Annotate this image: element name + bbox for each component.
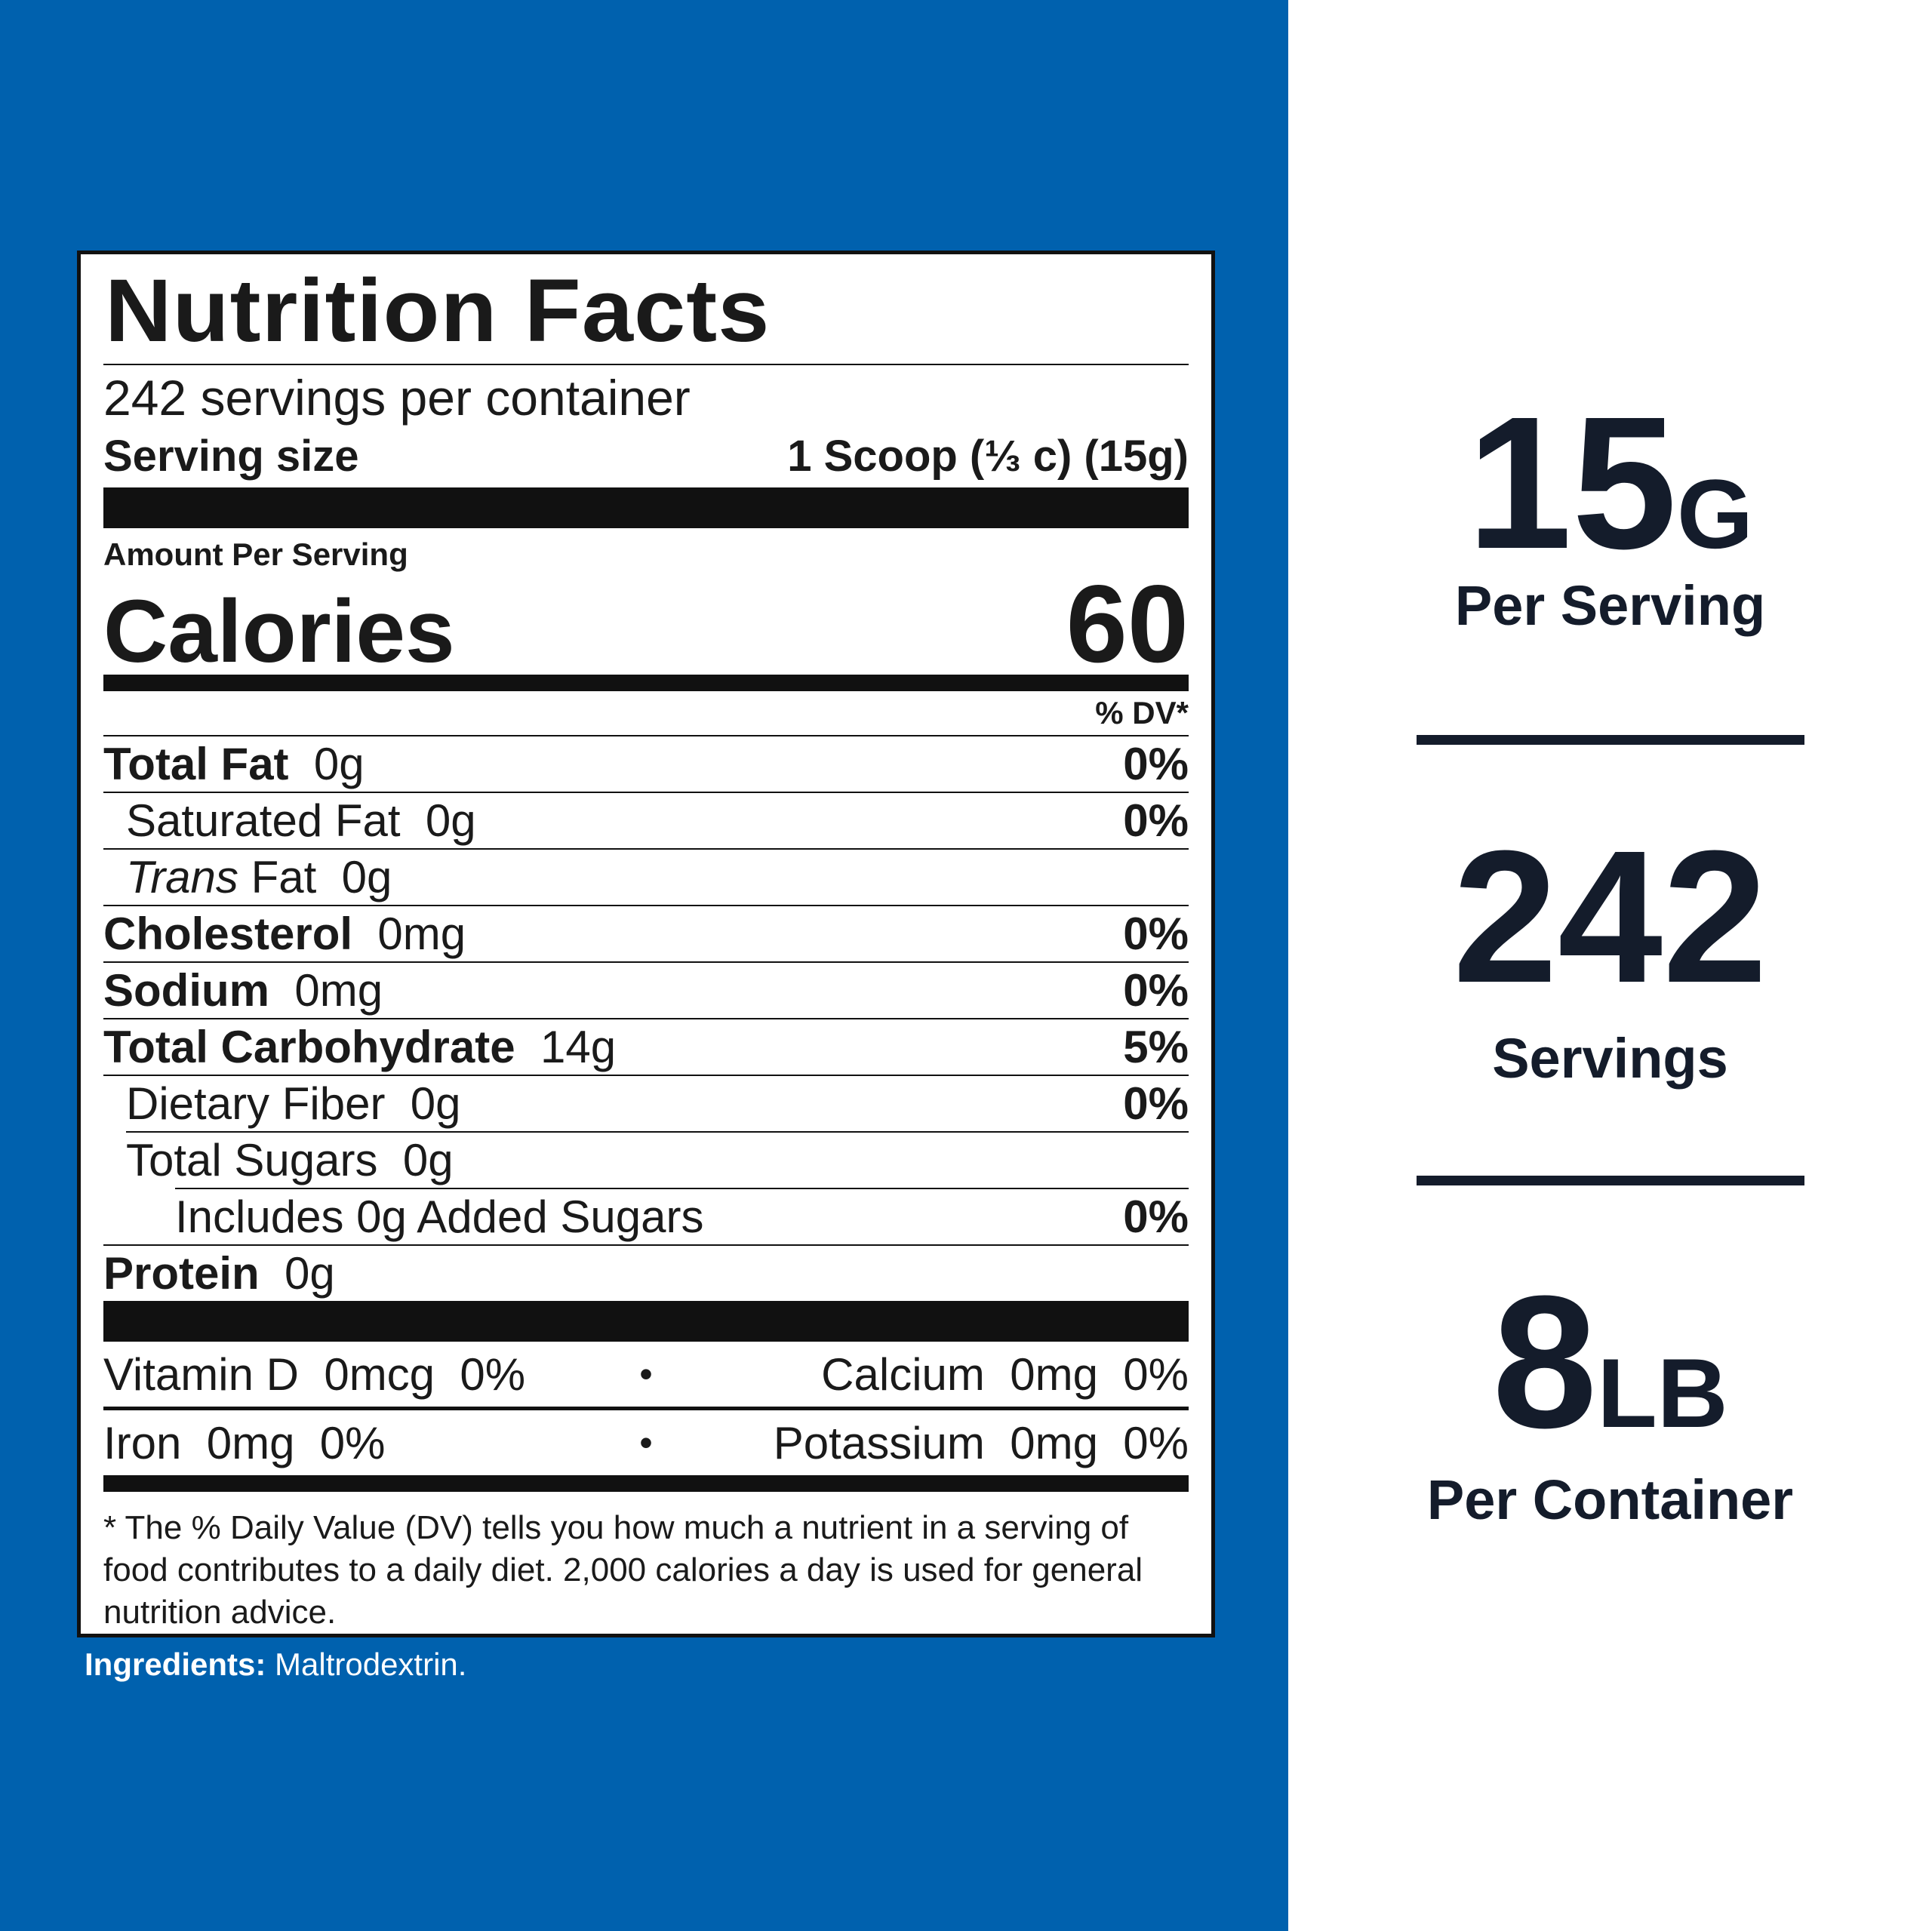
nutrition-facts-label: Nutrition Facts 242 servings per contain… (77, 251, 1215, 1637)
stat-value: 15 (1466, 377, 1677, 588)
stat-divider (1417, 1176, 1804, 1185)
divider (103, 364, 1189, 365)
nutrient-row-added-sugars: Includes 0g Added Sugars 0% (175, 1188, 1189, 1244)
nutrient-row-protein: Protein 0g (103, 1244, 1189, 1301)
stat-value: 242 (1452, 811, 1768, 1022)
calorie-divider (103, 675, 1189, 691)
vitamin-row-1: Vitamin D 0mcg 0% • Calcium 0mg 0% (103, 1342, 1189, 1407)
vitamin-right: Potassium 0mg 0% (773, 1417, 1189, 1468)
servings-per-container: 242 servings per container (103, 370, 691, 426)
stat-value: 8 (1492, 1256, 1598, 1467)
stat-per-serving: 15G (1288, 389, 1932, 577)
stat-label: Servings (1492, 1027, 1728, 1090)
thick-divider (103, 1301, 1189, 1342)
ingredients-text: Maltrodextrin. (266, 1647, 467, 1682)
stat-per-container-caption: Per Container (1288, 1468, 1932, 1532)
nutrient-dv: 0% (1123, 739, 1189, 789)
nutrient-name-rest: Fat (251, 852, 317, 902)
nutrient-name: Saturated Fat (126, 795, 401, 846)
dv-header: % DV* (1095, 695, 1189, 730)
nutrient-name: Includes 0g Added Sugars (175, 1192, 704, 1242)
vitamin-right: Calcium 0mg 0% (821, 1348, 1189, 1400)
nutrient-amount: 0g (313, 739, 365, 789)
nutrient-row-cholesterol: Cholesterol 0mg 0% (103, 905, 1189, 961)
nutrient-dv: 0% (1123, 965, 1189, 1016)
stat-label: Per Container (1426, 1468, 1794, 1531)
nutrient-dv: 5% (1123, 1022, 1189, 1072)
nutrient-dv: 0% (1123, 1078, 1189, 1129)
nutrient-amount: 14g (540, 1022, 617, 1072)
vitamin-left: Vitamin D 0mcg 0% (103, 1348, 526, 1400)
nutrient-amount: 0mg (377, 909, 466, 959)
divider (103, 1407, 1189, 1410)
stat-servings: 242 (1288, 823, 1932, 1011)
thick-divider (103, 1475, 1189, 1492)
stat-per-serving-caption: Per Serving (1288, 573, 1932, 638)
bullet-separator: • (639, 1422, 653, 1464)
stat-unit: LB (1597, 1338, 1728, 1448)
amount-per-serving: Amount Per Serving (103, 537, 408, 572)
nutrient-amount: 0g (425, 795, 476, 846)
label-title: Nutrition Facts (105, 261, 771, 361)
bullet-separator: • (639, 1353, 653, 1395)
nutrient-amount: 0g (410, 1078, 461, 1129)
nutrient-name: Trans (126, 852, 238, 902)
nutrient-name: Total Sugars (126, 1135, 378, 1185)
nutrient-row-saturated-fat: Saturated Fat 0g 0% (103, 792, 1189, 848)
serving-size-value: 1 Scoop (⅓ c) (15g) (787, 432, 1189, 481)
nutrient-amount: 0g (341, 852, 392, 902)
nutrient-name: Sodium (103, 965, 269, 1016)
nutrient-amount: 0g (285, 1248, 335, 1299)
nutrient-row-total-carbohydrate: Total Carbohydrate 14g 5% (103, 1018, 1189, 1075)
serving-size-label: Serving size (103, 432, 359, 481)
stat-label: Per Serving (1454, 574, 1766, 637)
nutrient-name: Total Fat (103, 739, 289, 789)
nutrient-name: Protein (103, 1248, 260, 1299)
nutrient-name: Total Carbohydrate (103, 1022, 515, 1072)
nutrient-row-trans-fat: Trans Fat 0g (103, 848, 1189, 905)
dv-footnote: * The % Daily Value (DV) tells you how m… (103, 1509, 1143, 1631)
ingredients-line: Ingredients: Maltrodextrin. (85, 1644, 466, 1686)
nutrient-row-total-sugars: Total Sugars 0g (126, 1131, 1189, 1188)
vitamin-row-2: Iron 0mg 0% • Potassium 0mg 0% (103, 1410, 1189, 1475)
serving-size-row: Serving size 1 Scoop (⅓ c) (15g) (103, 430, 1189, 487)
stat-unit: G (1676, 459, 1754, 569)
thick-divider (103, 487, 1189, 528)
nutrient-amount: 0g (402, 1135, 454, 1185)
stat-per-container: 8LB (1288, 1268, 1932, 1456)
stat-servings-caption: Servings (1288, 1026, 1932, 1090)
calories-label: Calories (103, 582, 455, 681)
nutrient-dv: 0% (1123, 795, 1189, 846)
ingredients-label: Ingredients: (85, 1647, 266, 1682)
nutrient-amount: 0mg (294, 965, 383, 1016)
nutrient-dv: 0% (1123, 909, 1189, 959)
calories-row: Calories 60 (103, 562, 1189, 685)
nutrient-row-total-fat: Total Fat 0g 0% (103, 735, 1189, 792)
nutrient-dv: 0% (1123, 1192, 1189, 1242)
nutrient-row-sodium: Sodium 0mg 0% (103, 961, 1189, 1018)
calories-value: 60 (1066, 562, 1189, 685)
stat-divider (1417, 735, 1804, 745)
vitamin-left: Iron 0mg 0% (103, 1417, 386, 1468)
nutrient-name: Cholesterol (103, 909, 353, 959)
nutrient-row-dietary-fiber: Dietary Fiber 0g 0% (103, 1075, 1189, 1131)
nutrient-name: Dietary Fiber (126, 1078, 386, 1129)
